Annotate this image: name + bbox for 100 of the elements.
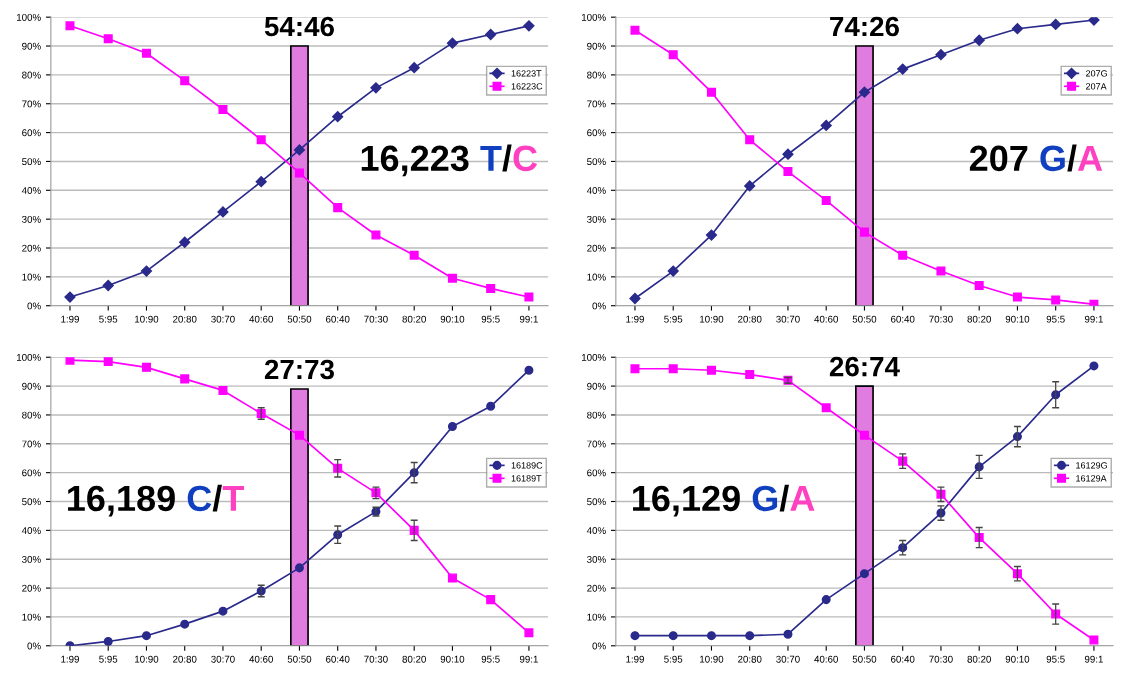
y-tick-label: 60%: [587, 469, 606, 477]
y-tick-label: 60%: [587, 129, 606, 137]
x-tick-label: 90:10: [440, 315, 465, 323]
point: [447, 421, 457, 432]
point: [859, 430, 869, 440]
y-tick-label: 0%: [592, 302, 606, 310]
point: [1012, 292, 1022, 302]
x-tick-label: 1:99: [61, 655, 79, 663]
point: [180, 76, 190, 86]
legend-label: 16223C: [511, 83, 543, 90]
x-tick-label: 20:80: [738, 655, 762, 663]
point: [668, 50, 678, 60]
point: [65, 357, 75, 365]
point: [486, 401, 496, 411]
x-tick-label: 5:95: [664, 655, 683, 663]
point: [103, 636, 113, 646]
x-tick-label: 90:10: [1005, 655, 1030, 663]
point: [408, 62, 420, 74]
point: [898, 250, 908, 260]
y-tick-label: 80%: [22, 411, 41, 419]
annotation: 74:26: [830, 16, 899, 37]
point: [446, 37, 459, 49]
point: [256, 135, 266, 145]
y-tick-label: 0%: [27, 642, 41, 650]
point: [371, 230, 381, 240]
x-tick-label: 60:40: [891, 315, 915, 323]
y-tick-label: 90%: [22, 42, 41, 50]
point: [179, 236, 191, 248]
legend-label: 16129A: [1076, 475, 1107, 482]
point: [1050, 18, 1062, 30]
y-tick-label: 0%: [27, 302, 41, 310]
y-tick-label: 50%: [587, 498, 606, 506]
x-tick-label: 50:50: [287, 315, 312, 323]
legend-label: 16189C: [511, 462, 543, 469]
x-tick-label: 80:20: [967, 315, 991, 323]
legend-label: 16223T: [511, 70, 542, 77]
point: [447, 573, 457, 583]
y-tick-label: 90%: [22, 382, 41, 390]
x-tick-label: 95:5: [1046, 315, 1065, 323]
point: [293, 144, 306, 156]
x-tick-label: 95:5: [1046, 655, 1065, 663]
annotation: 16,223 T/C: [361, 144, 538, 177]
x-tick-label: 40:60: [814, 655, 838, 663]
y-tick-label: 60%: [22, 129, 41, 137]
point: [783, 629, 793, 639]
y-tick-label: 30%: [587, 215, 606, 223]
y-tick-label: 20%: [587, 584, 606, 592]
y-tick-label: 80%: [587, 411, 606, 419]
point: [706, 365, 716, 375]
point: [103, 34, 113, 44]
point: [630, 631, 640, 641]
x-tick-label: 10:90: [700, 315, 724, 323]
point: [140, 265, 153, 277]
point: [744, 180, 756, 192]
point: [218, 104, 228, 115]
point: [745, 370, 755, 380]
point: [486, 595, 496, 605]
y-tick-label: 40%: [21, 527, 41, 534]
point: [294, 168, 304, 178]
x-tick-label: 20:80: [173, 655, 197, 663]
annotation: 27:73: [264, 359, 334, 380]
point: [370, 82, 382, 94]
x-tick-label: 5:95: [99, 655, 118, 663]
point: [523, 20, 535, 32]
point: [821, 403, 831, 413]
x-tick-label: 95:5: [481, 655, 500, 663]
legend-label: 207G: [1086, 70, 1107, 77]
point: [629, 292, 641, 305]
x-tick-label: 40:60: [249, 315, 273, 323]
y-tick-label: 20%: [587, 244, 606, 252]
x-tick-label: 60:40: [891, 655, 915, 663]
y-tick-label: 30%: [22, 555, 41, 563]
point: [667, 265, 679, 277]
point: [821, 595, 831, 605]
point: [973, 34, 985, 46]
point: [821, 195, 831, 205]
point: [218, 385, 228, 395]
point: [409, 250, 419, 260]
annotation: 16,189 C/T: [68, 484, 245, 517]
point: [485, 28, 497, 41]
point: [630, 25, 640, 35]
y-tick-label: 70%: [587, 440, 606, 448]
y-tick-label: 10%: [22, 273, 41, 281]
point: [782, 148, 794, 160]
y-tick-label: 70%: [22, 100, 41, 108]
x-tick-label: 60:40: [326, 655, 350, 663]
x-tick-label: 5:95: [99, 315, 118, 323]
x-tick-label: 50:50: [287, 655, 312, 663]
point: [102, 279, 114, 292]
y-tick-label: 40%: [586, 527, 606, 534]
x-tick-label: 70:30: [364, 655, 388, 663]
y-tick-label: 60%: [22, 469, 41, 477]
point: [1011, 23, 1024, 35]
point: [180, 619, 190, 629]
y-tick-label: 10%: [587, 273, 606, 281]
y-tick-label: 20%: [22, 584, 41, 592]
annotation: 207 G/A: [969, 144, 1103, 172]
x-tick-label: 99:1: [1084, 315, 1103, 323]
point: [255, 176, 267, 188]
x-tick-label: 1:99: [626, 315, 644, 323]
